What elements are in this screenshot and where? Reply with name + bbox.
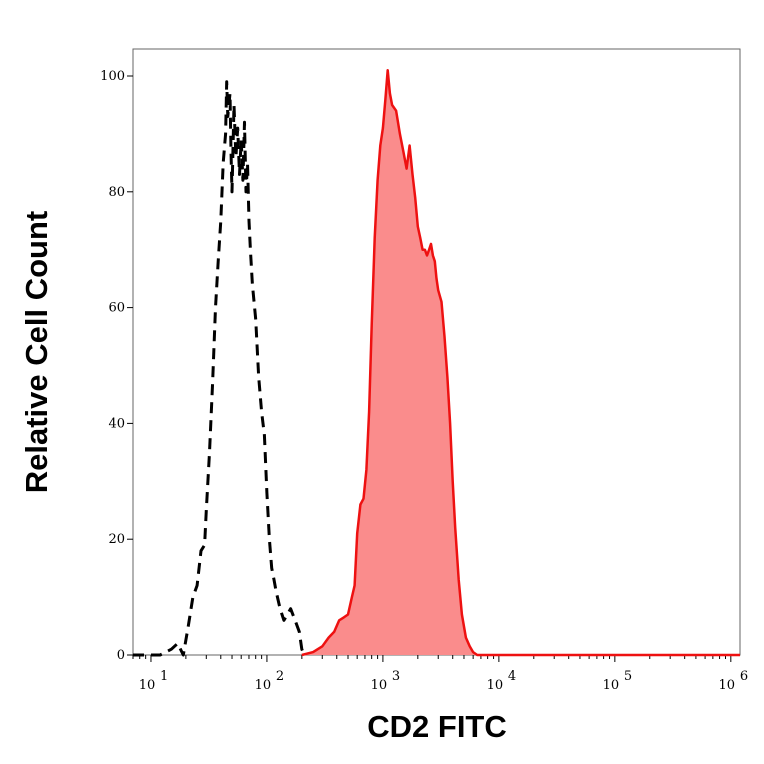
x-tick-label-2: 10 3	[371, 669, 401, 693]
plot-area: 0 20 40 60 80 100 10 1 10 2 10 3 10 4 10 5 10 6	[100, 48, 749, 693]
x-tick-label-5: 10 6	[719, 669, 749, 693]
x-tick-base-2: 10	[371, 678, 388, 693]
x-tick-label-3: 10 4	[487, 669, 517, 693]
x-tick-base-1: 10	[255, 678, 272, 693]
series-1-outline	[301, 68, 740, 657]
x-tick-exponent-2: 3	[392, 669, 400, 684]
x-tick-label-4: 10 5	[603, 669, 633, 693]
x-tick-base-5: 10	[719, 678, 736, 693]
x-tick-exponent-1: 2	[276, 669, 284, 684]
y-axis-title: Relative Cell Count	[19, 211, 54, 494]
x-tick-label-0: 10 1	[139, 669, 169, 693]
y-tick-label-5: 100	[100, 69, 125, 84]
series-1-fill	[301, 70, 740, 655]
y-axis-title-group: Relative Cell Count	[19, 211, 54, 494]
x-tick-label-1: 10 2	[255, 669, 285, 693]
series-0-line	[133, 80, 306, 657]
x-tick-exponent-5: 6	[740, 669, 748, 684]
x-tick-exponent-0: 1	[160, 669, 168, 684]
y-tick-label-0: 0	[117, 648, 125, 663]
x-tick-base-3: 10	[487, 678, 504, 693]
x-tick-base-4: 10	[603, 678, 620, 693]
x-axis-title: CD2 FITC	[367, 709, 507, 744]
x-tick-exponent-3: 4	[508, 669, 516, 684]
y-tick-label-4: 80	[108, 185, 125, 200]
y-tick-label-1: 20	[108, 532, 125, 547]
y-tick-label-3: 60	[108, 301, 125, 316]
y-tick-label-2: 40	[108, 416, 125, 431]
x-tick-exponent-4: 5	[624, 669, 632, 684]
x-tick-base-0: 10	[139, 678, 156, 693]
